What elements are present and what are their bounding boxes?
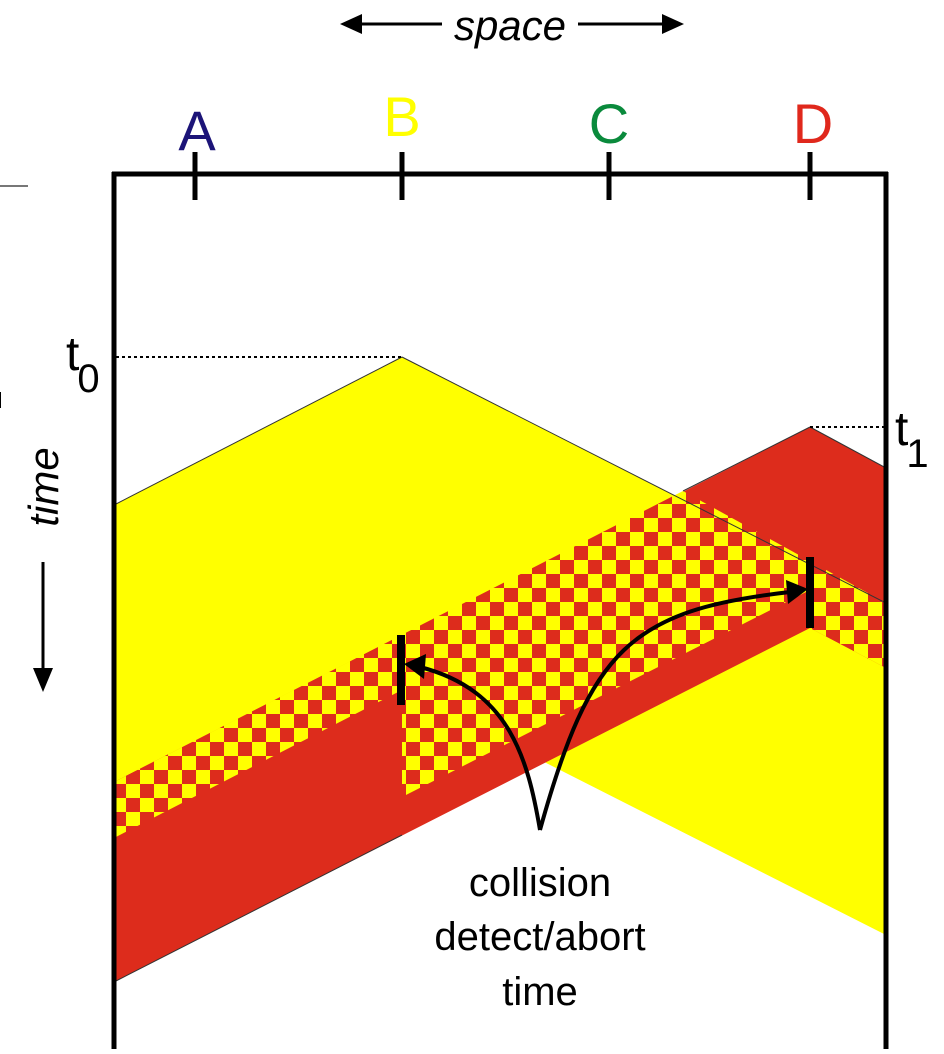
svg-text:t0: t0 [66,328,100,401]
t0-subscript: 0 [77,357,99,401]
annotation-line-2: detect/abort [434,915,645,959]
t1-base: t [895,403,908,456]
node-label-c: C [589,92,629,155]
t1-subscript: 1 [906,432,928,476]
collision-annotation: collision detect/abort time [434,861,645,1014]
annotation-line-1: collision [469,861,611,905]
arrowhead-to-b-icon [404,654,426,679]
space-label: space [454,2,566,49]
signal-bands [114,356,886,983]
node-label-d: D [793,92,833,155]
t0-marker: t0 [66,328,402,401]
collision-overlap-region [114,491,886,838]
time-label: time [20,447,67,526]
space-left-arrow-icon [340,14,362,34]
node-label-b: B [383,85,420,148]
time-down-arrow-icon [33,668,53,692]
node-label-a: A [178,99,216,162]
annotation-arrow-to-d [538,590,791,831]
t1-marker: t1 [810,403,929,476]
node-ticks [192,152,813,200]
space-right-arrow-icon [662,14,684,34]
time-axis: time [20,447,67,692]
arrowhead-to-d-icon [786,580,808,604]
space-time-frame [111,171,889,1049]
space-axis: space [340,2,684,49]
annotation-line-3: time [502,970,578,1014]
t0-base: t [66,328,79,381]
annotation-arrow-to-b [419,665,542,831]
svg-text:t1: t1 [895,403,929,476]
